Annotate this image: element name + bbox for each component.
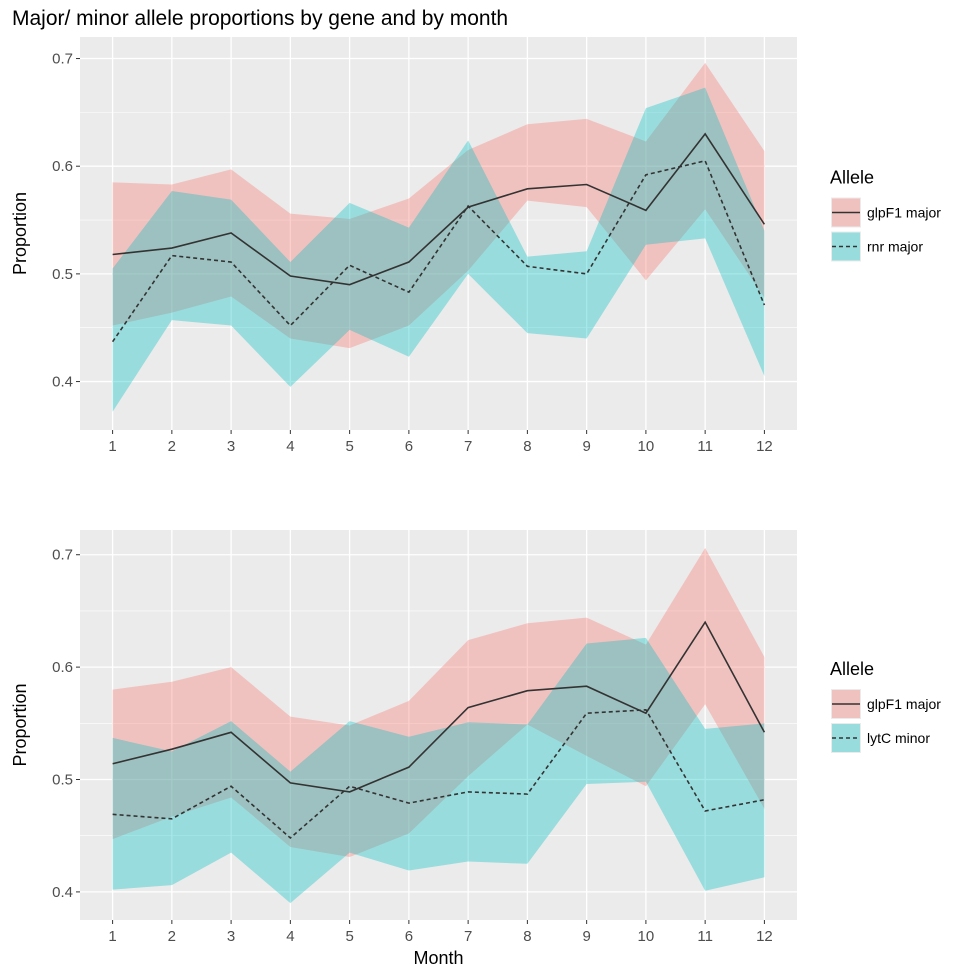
x-tick-label: 9 (582, 928, 590, 945)
x-tick-label: 4 (286, 928, 294, 945)
x-tick-label: 5 (345, 438, 353, 455)
x-tick-label: 2 (168, 438, 176, 455)
x-tick-label: 1 (108, 438, 116, 455)
ribbon (112, 87, 765, 412)
x-tick-label: 1 (108, 928, 116, 945)
line (112, 709, 765, 840)
line (112, 620, 766, 793)
legend-label: glpF1 major (867, 696, 941, 712)
x-axis-label: Month (413, 948, 463, 968)
x-tick-label: 4 (286, 438, 294, 455)
chart-title: Major/ minor allele proportions by gene … (12, 7, 508, 30)
legend-title: Allele (830, 168, 874, 188)
legend-label: rnr major (867, 239, 923, 255)
x-tick-label: 2 (168, 928, 176, 945)
x-tick-label: 8 (523, 928, 531, 945)
y-axis-label: Proportion (10, 683, 30, 766)
y-tick-label: 0.5 (52, 266, 73, 283)
y-tick-label: 0.4 (52, 374, 73, 391)
y-axis-label: Proportion (10, 192, 30, 275)
x-tick-label: 3 (227, 438, 235, 455)
x-tick-label: 3 (227, 928, 235, 945)
y-tick-label: 0.6 (52, 158, 73, 175)
x-tick-label: 6 (405, 928, 413, 945)
legend-label: lytC minor (867, 730, 930, 746)
x-tick-label: 7 (464, 438, 472, 455)
x-tick-label: 11 (697, 928, 713, 945)
y-tick-label: 0.7 (52, 547, 73, 564)
ribbon (112, 547, 765, 858)
line (112, 132, 766, 286)
y-tick-label: 0.4 (52, 884, 73, 901)
ribbon (112, 637, 765, 904)
x-tick-label: 10 (638, 928, 655, 945)
y-tick-label: 0.5 (52, 772, 73, 789)
x-tick-label: 10 (638, 438, 655, 455)
x-tick-label: 5 (345, 928, 353, 945)
ribbon (112, 62, 765, 349)
x-tick-label: 12 (756, 928, 773, 945)
plot-background (80, 530, 797, 920)
x-tick-label: 9 (582, 438, 590, 455)
y-tick-label: 0.6 (52, 659, 73, 676)
x-tick-label: 12 (756, 438, 773, 455)
x-tick-label: 6 (405, 438, 413, 455)
legend-title: Allele (830, 659, 874, 679)
x-tick-label: 8 (523, 438, 531, 455)
line (111, 159, 766, 343)
legend-label: glpF1 major (867, 205, 941, 221)
x-tick-label: 7 (464, 928, 472, 945)
x-tick-label: 11 (697, 438, 713, 455)
y-tick-label: 0.7 (52, 51, 73, 68)
